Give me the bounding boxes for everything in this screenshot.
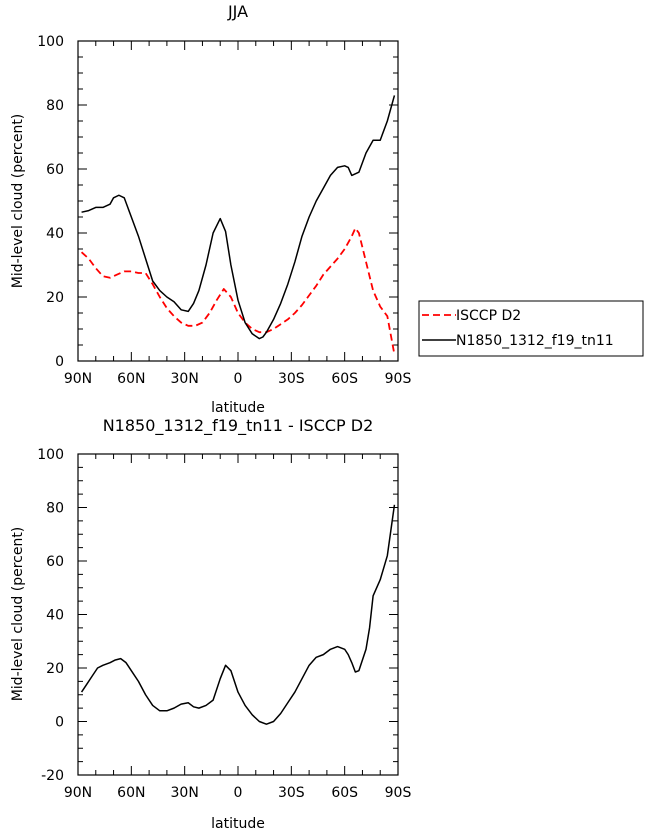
legend-label-model: N1850_1312_f19_tn11 — [456, 333, 614, 349]
bottom-ytick-label: 100 — [37, 447, 64, 463]
top-series-line-0 — [80, 227, 396, 355]
top-ytick-label: 40 — [46, 226, 64, 242]
top-ytick-label: 80 — [46, 98, 64, 114]
bottom-xtick-label: 90S — [385, 785, 412, 801]
bottom-ytick-label: 0 — [55, 715, 64, 731]
bottom-ytick-label: -20 — [41, 768, 64, 784]
bottom-ytick-label: 80 — [46, 501, 64, 517]
bottom-xtick-label: 0 — [234, 785, 243, 801]
top-chart-frame — [77, 40, 399, 362]
bottom-chart: N1850_1312_f19_tn11 - ISCCP D2 Mid-level… — [10, 416, 411, 832]
bottom-xtick-label: 60N — [117, 785, 145, 801]
top-chart: JJA Mid-level cloud (percent) latitude 9… — [10, 2, 411, 416]
top-xtick-label: 30N — [171, 371, 199, 387]
bottom-xtick-label: 30N — [171, 785, 199, 801]
bottom-xtick-label: 90N — [64, 785, 92, 801]
top-xtick-label: 90N — [64, 371, 92, 387]
top-xtick-label: 90S — [385, 371, 412, 387]
top-ytick-label: 60 — [46, 162, 64, 178]
bottom-chart-xlabel: latitude — [211, 816, 265, 832]
top-ytick-label: 100 — [37, 34, 64, 50]
bottom-xtick-label: 30S — [278, 785, 305, 801]
top-chart-xlabel: latitude — [211, 400, 265, 416]
bottom-ytick-label: 20 — [46, 661, 64, 677]
top-xtick-label: 30S — [278, 371, 305, 387]
top-xtick-label: 60N — [117, 371, 145, 387]
bottom-ytick-label: 40 — [46, 608, 64, 624]
bottom-chart-ylabel: Mid-level cloud (percent) — [10, 527, 26, 702]
top-ytick-label: 0 — [55, 354, 64, 370]
top-ytick-label: 20 — [46, 290, 64, 306]
bottom-chart-title: N1850_1312_f19_tn11 - ISCCP D2 — [103, 416, 374, 436]
top-chart-ylabel: Mid-level cloud (percent) — [10, 114, 26, 289]
bottom-series-line-0 — [80, 504, 396, 725]
top-series-line-1 — [81, 95, 396, 340]
legend: ISCCP D2 N1850_1312_f19_tn11 — [418, 300, 644, 357]
top-chart-title: JJA — [227, 2, 248, 21]
bottom-chart-frame — [77, 453, 399, 776]
bottom-xtick-label: 60S — [331, 785, 358, 801]
legend-label-isccp: ISCCP D2 — [456, 308, 521, 324]
top-xtick-label: 0 — [234, 371, 243, 387]
legend-box — [418, 300, 644, 357]
bottom-ytick-label: 60 — [46, 554, 64, 570]
top-xtick-label: 60S — [331, 371, 358, 387]
